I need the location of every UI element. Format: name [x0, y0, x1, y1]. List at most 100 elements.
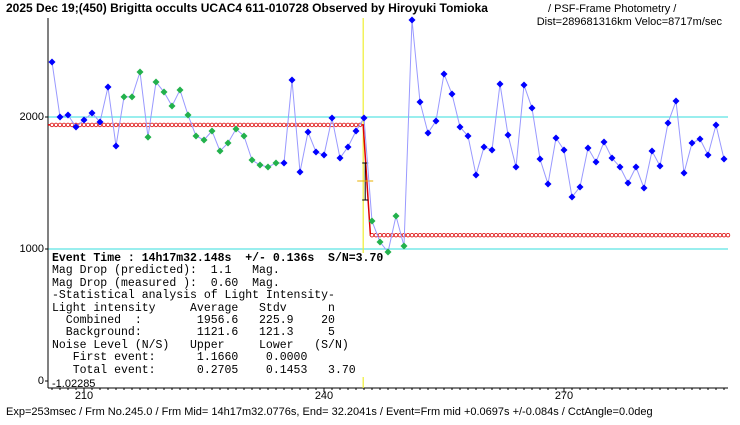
model-dot [705, 232, 711, 238]
model-dot [353, 122, 359, 128]
model-dot [205, 122, 211, 128]
data-point [408, 16, 416, 24]
model-dot [113, 122, 119, 128]
model-dot [585, 232, 591, 238]
data-point [136, 68, 144, 76]
model-dot [61, 122, 67, 128]
x-tick-label: 240 [315, 390, 333, 402]
info-line: Combined : 1956.6 225.9 20 [52, 314, 335, 328]
model-dot [157, 122, 163, 128]
data-point [504, 131, 512, 139]
model-dot [457, 232, 463, 238]
model-dot [429, 232, 435, 238]
model-dot [445, 232, 451, 238]
y-tick-label: 0 [38, 375, 44, 387]
model-dot [249, 122, 255, 128]
model-dot [685, 232, 691, 238]
model-dot [345, 122, 351, 128]
data-point [80, 116, 88, 124]
model-dot [513, 232, 519, 238]
model-dot [533, 232, 539, 238]
model-dot [677, 232, 683, 238]
data-point [152, 78, 160, 86]
data-point [584, 144, 592, 152]
footer: Exp=253msec / Frm No.245.0 / Frm Mid= 14… [6, 406, 653, 418]
data-point [200, 136, 208, 144]
info-line: Background: 1121.6 121.3 5 [52, 326, 335, 340]
model-dot [333, 122, 339, 128]
data-point [480, 143, 488, 151]
data-point [680, 169, 688, 177]
model-dot [441, 232, 447, 238]
data-point [96, 118, 104, 126]
model-dot [605, 232, 611, 238]
model-dot [301, 122, 307, 128]
data-point [416, 98, 424, 106]
data-point [248, 156, 256, 164]
model-dot [137, 122, 143, 128]
model-dot [469, 232, 475, 238]
model-dot [725, 232, 731, 238]
model-dot [181, 122, 187, 128]
corner-label: -1.02285 [52, 378, 95, 390]
model-dot [633, 232, 639, 238]
model-dot [149, 122, 155, 128]
model-dot [413, 232, 419, 238]
model-dot [209, 122, 215, 128]
data-point [464, 132, 472, 140]
data-point [208, 127, 216, 135]
model-dot [305, 122, 311, 128]
subtitle2: Dist=289681316km Veloc=8717m/sec [537, 16, 723, 28]
model-dot [665, 232, 671, 238]
model-dot [709, 232, 715, 238]
info-line: Noise Level (N/S) Upper Lower (S/N) [52, 338, 349, 352]
model-dot [85, 122, 91, 128]
data-point [424, 129, 432, 137]
model-dot [517, 232, 523, 238]
model-dot [569, 232, 575, 238]
model-dot [237, 122, 243, 128]
data-point [352, 127, 360, 135]
model-dot [673, 232, 679, 238]
model-dot [641, 232, 647, 238]
data-point [224, 139, 232, 147]
model-dot [325, 122, 331, 128]
model-dot [617, 232, 623, 238]
model-dot [621, 232, 627, 238]
model-dot [577, 232, 583, 238]
model-dot [173, 122, 179, 128]
model-dot [129, 122, 135, 128]
info-line: Total event: 0.2705 0.1453 3.70 [52, 363, 356, 377]
data-point [640, 184, 648, 192]
model-dot [121, 122, 127, 128]
model-dot [557, 232, 563, 238]
data-point [496, 80, 504, 88]
data-point [320, 151, 328, 159]
model-dot [689, 232, 695, 238]
model-dot [385, 232, 391, 238]
model-dot [421, 232, 427, 238]
data-point [184, 111, 192, 119]
model-dot [593, 232, 599, 238]
model-dot [253, 122, 259, 128]
data-point [704, 151, 712, 159]
data-point [720, 155, 728, 163]
model-dot [289, 122, 295, 128]
model-dot [597, 232, 603, 238]
model-dot [261, 122, 267, 128]
model-dot [57, 122, 63, 128]
model-dot [525, 232, 531, 238]
data-point [312, 148, 320, 156]
data-point [536, 155, 544, 163]
data-point [520, 81, 528, 89]
data-point [344, 143, 352, 151]
data-point [712, 121, 720, 129]
model-dot [221, 122, 227, 128]
data-point [432, 117, 440, 125]
model-dot [217, 122, 223, 128]
model-dot [257, 122, 263, 128]
model-dot [601, 232, 607, 238]
model-dot [417, 232, 423, 238]
